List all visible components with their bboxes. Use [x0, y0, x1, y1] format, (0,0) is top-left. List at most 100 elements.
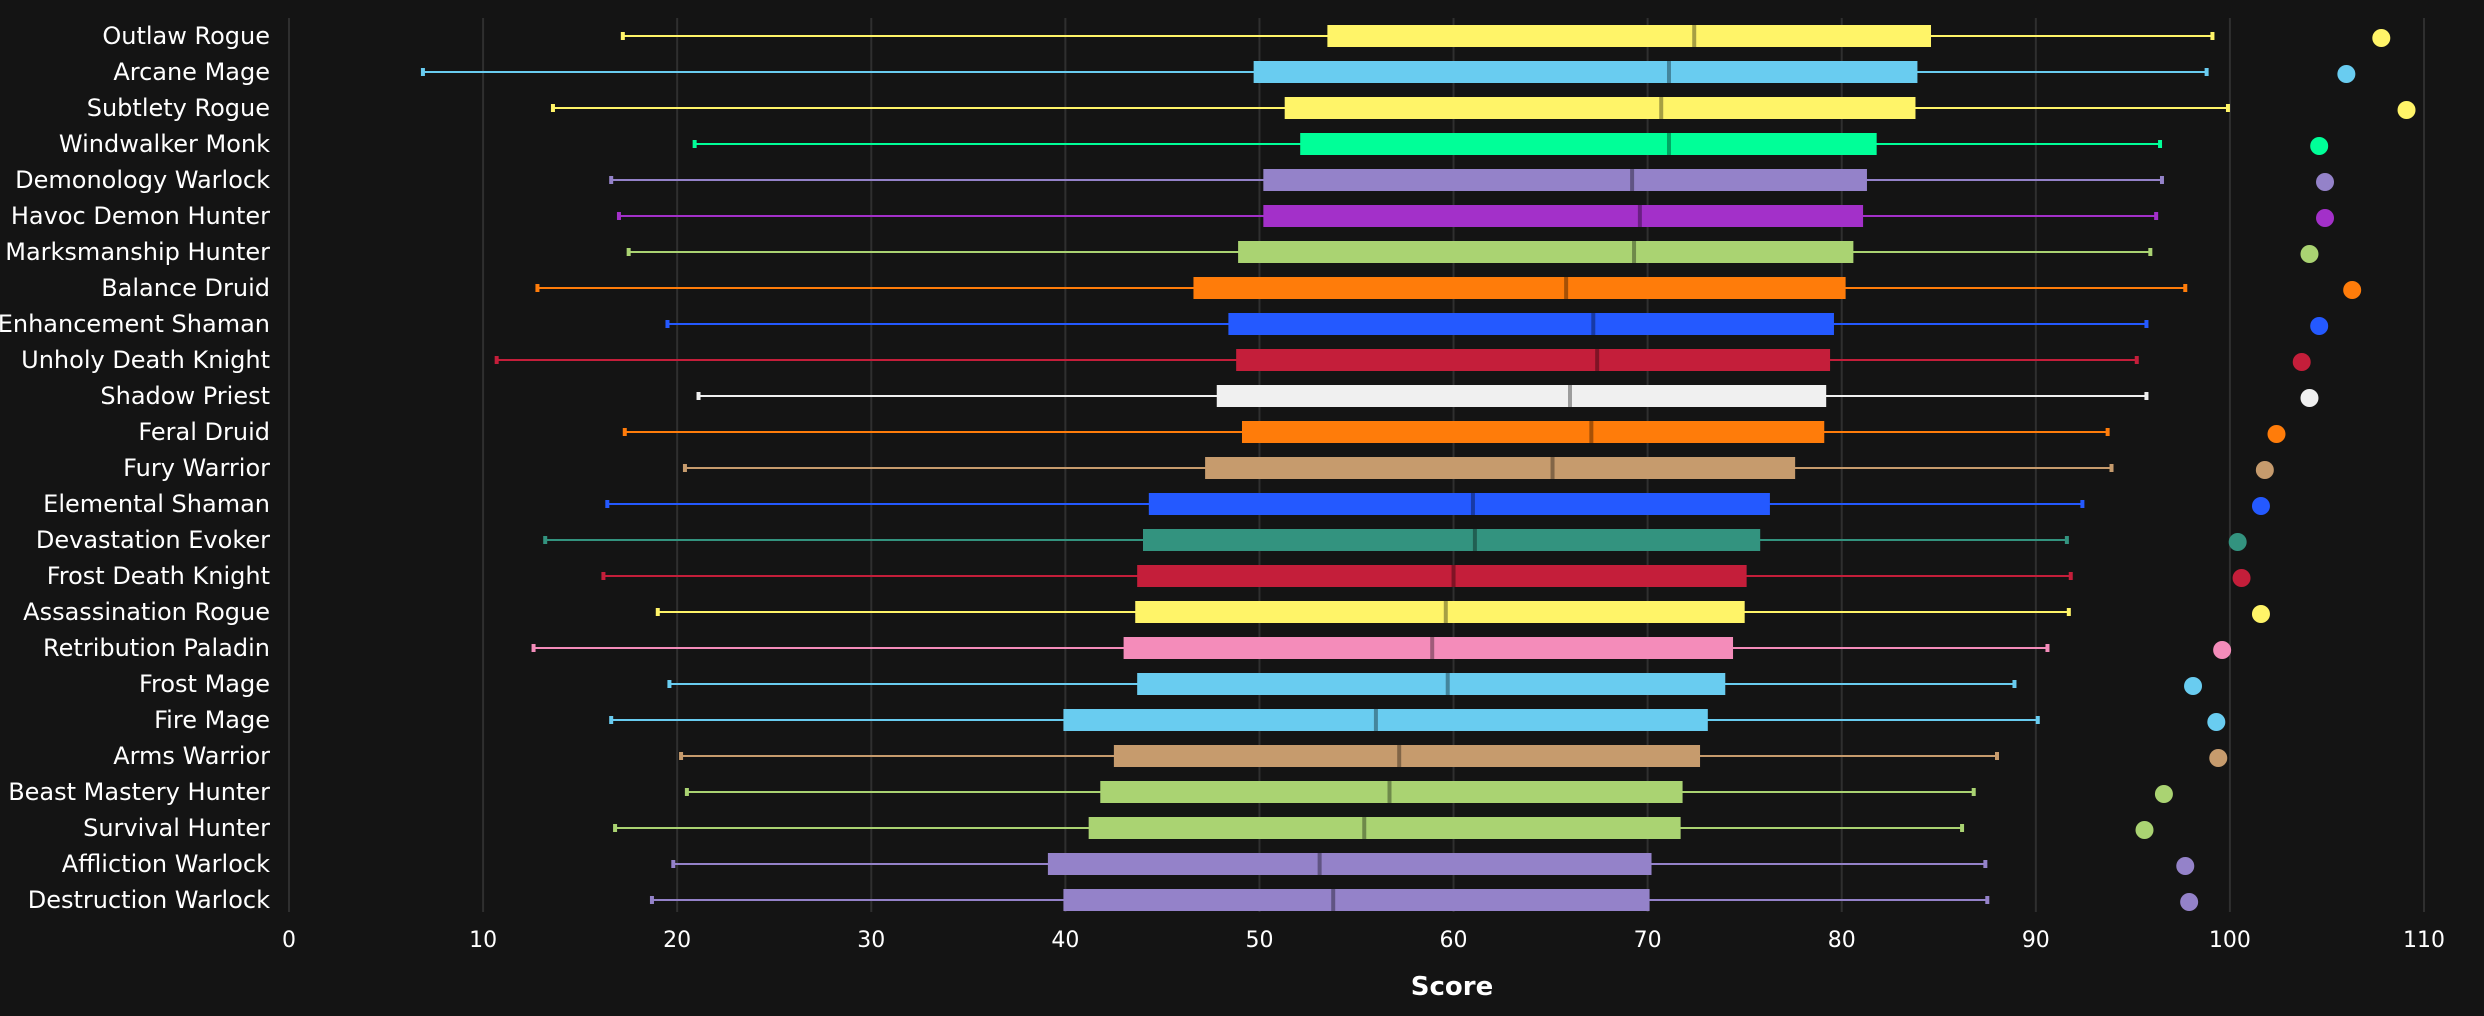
iqr-box — [1148, 493, 1770, 515]
iqr-box — [1238, 241, 1854, 263]
whisker-cap-min — [616, 212, 621, 220]
median-mark — [1470, 493, 1475, 515]
iqr-box — [1327, 25, 1932, 47]
outlier-point — [2180, 893, 2199, 911]
whisker-cap-max — [2210, 32, 2215, 40]
outlier-point — [2232, 569, 2251, 587]
whisker-cap-min — [679, 752, 684, 760]
box-row: Beast Mastery Hunter — [8, 778, 2173, 806]
iqr-box — [1143, 529, 1761, 551]
box-row: Havoc Demon Hunter — [11, 202, 2335, 230]
median-mark — [1443, 601, 1448, 623]
median-mark — [1589, 421, 1594, 443]
median-mark — [1387, 781, 1392, 803]
box-row: Windwalker Monk — [59, 130, 2329, 158]
whisker-cap-max — [1971, 788, 1976, 796]
outlier-point — [2310, 137, 2329, 155]
x-tick-label: 30 — [857, 928, 885, 953]
outlier-point — [2209, 749, 2228, 767]
median-mark — [1472, 529, 1477, 551]
outlier-point — [2251, 497, 2270, 515]
row-label: Marksmanship Hunter — [5, 238, 270, 266]
box-row: Fury Warrior — [123, 454, 2274, 482]
whisker-cap-max — [2225, 104, 2230, 112]
median-mark — [1331, 889, 1336, 911]
row-label: Outlaw Rogue — [102, 22, 270, 50]
whisker-cap-min — [682, 464, 687, 472]
whisker-cap-min — [494, 356, 499, 364]
whisker-cap-min — [665, 320, 670, 328]
iqr-box — [1284, 97, 1916, 119]
outlier-point — [2267, 425, 2286, 443]
whisker-cap-max — [2144, 320, 2149, 328]
iqr-box — [1241, 421, 1825, 443]
median-mark — [1550, 457, 1555, 479]
outlier-point — [2207, 713, 2226, 731]
whisker-cap-max — [2109, 464, 2114, 472]
row-label: Demonology Warlock — [15, 166, 270, 194]
x-tick-label: 10 — [469, 928, 497, 953]
box-row: Unholy Death Knight — [21, 346, 2311, 374]
whisker-cap-min — [649, 896, 654, 904]
outlier-point — [2372, 29, 2391, 47]
row-label: Havoc Demon Hunter — [11, 202, 270, 230]
box-row: Feral Druid — [138, 418, 2286, 446]
iqr-box — [1137, 673, 1726, 695]
median-mark — [1430, 637, 1435, 659]
iqr-box — [1063, 709, 1708, 731]
whisker-cap-min — [655, 608, 660, 616]
outlier-point — [2300, 245, 2319, 263]
whisker-cap-max — [2144, 392, 2149, 400]
median-mark — [1659, 97, 1664, 119]
whisker-cap-max — [1983, 860, 1988, 868]
whisker-cap-max — [1960, 824, 1965, 832]
median-mark — [1445, 673, 1450, 695]
box-row: Affliction Warlock — [62, 850, 2195, 878]
x-tick-label: 50 — [1245, 928, 1273, 953]
whisker-cap-max — [2080, 500, 2085, 508]
iqr-box — [1100, 781, 1683, 803]
box-row: Frost Mage — [139, 670, 2203, 698]
row-label: Destruction Warlock — [28, 886, 270, 914]
whisker-cap-max — [2183, 284, 2188, 292]
median-mark — [1373, 709, 1378, 731]
iqr-box — [1135, 601, 1745, 623]
outlier-point — [2310, 317, 2329, 335]
outlier-point — [2251, 605, 2270, 623]
outlier-point — [2176, 857, 2195, 875]
x-tick-label: 70 — [1634, 928, 1662, 953]
row-label: Fire Mage — [154, 706, 270, 734]
whisker-cap-min — [622, 428, 627, 436]
box-row: Arcane Mage — [113, 58, 2356, 86]
box-row: Subtlety Rogue — [87, 94, 2416, 122]
x-tick-label: 110 — [2403, 928, 2445, 953]
box-row: Balance Druid — [101, 274, 2362, 302]
x-tick-label: 100 — [2209, 928, 2251, 953]
iqr-box — [1253, 61, 1918, 83]
whisker-cap-max — [1985, 896, 1990, 904]
outlier-point — [2255, 461, 2274, 479]
median-mark — [1451, 565, 1456, 587]
box-row: Fire Mage — [154, 706, 2226, 734]
outlier-point — [2184, 677, 2203, 695]
iqr-box — [1113, 745, 1701, 767]
whisker-cap-max — [2035, 716, 2040, 724]
x-tick-label: 20 — [663, 928, 691, 953]
row-label: Balance Druid — [101, 274, 270, 302]
median-mark — [1666, 133, 1671, 155]
whisker-cap-min — [550, 104, 555, 112]
row-label: Frost Death Knight — [47, 562, 270, 590]
median-mark — [1666, 61, 1671, 83]
whisker-cap-min — [626, 248, 631, 256]
whisker-cap-max — [2159, 176, 2164, 184]
outlier-point — [2213, 641, 2232, 659]
median-mark — [1397, 745, 1402, 767]
whisker-cap-min — [601, 572, 606, 580]
outlier-point — [2316, 209, 2335, 227]
outlier-point — [2397, 101, 2416, 119]
row-label: Shadow Priest — [100, 382, 270, 410]
outlier-point — [2228, 533, 2247, 551]
iqr-box — [1047, 853, 1652, 875]
box-row: Frost Death Knight — [47, 562, 2251, 590]
iqr-box — [1228, 313, 1834, 335]
